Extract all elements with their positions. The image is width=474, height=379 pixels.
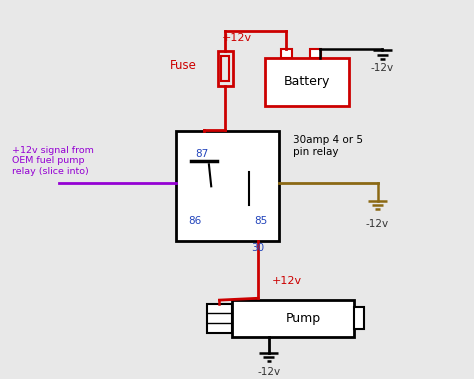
Text: 85: 85 — [254, 216, 267, 226]
Text: 30: 30 — [252, 243, 264, 253]
Text: Fuse: Fuse — [170, 59, 197, 72]
Text: -12v: -12v — [366, 219, 389, 229]
Bar — [281, 49, 292, 58]
Bar — [310, 49, 321, 58]
Bar — [218, 52, 233, 86]
Text: +12v: +12v — [222, 33, 252, 43]
Text: 87: 87 — [195, 149, 209, 159]
Text: 30amp 4 or 5
pin relay: 30amp 4 or 5 pin relay — [293, 135, 363, 157]
Text: -12v: -12v — [371, 63, 394, 73]
Text: -12v: -12v — [257, 367, 281, 377]
Text: Battery: Battery — [284, 75, 330, 88]
Text: +12v: +12v — [272, 276, 302, 286]
Bar — [265, 58, 349, 106]
Bar — [176, 131, 279, 241]
Text: 86: 86 — [188, 216, 201, 226]
Text: Pump: Pump — [285, 312, 320, 325]
Bar — [232, 300, 354, 337]
Text: +12v signal from
OEM fuel pump
relay (slice into): +12v signal from OEM fuel pump relay (sl… — [12, 146, 94, 176]
Bar — [221, 56, 229, 81]
Bar — [207, 304, 232, 333]
Bar — [354, 307, 365, 329]
